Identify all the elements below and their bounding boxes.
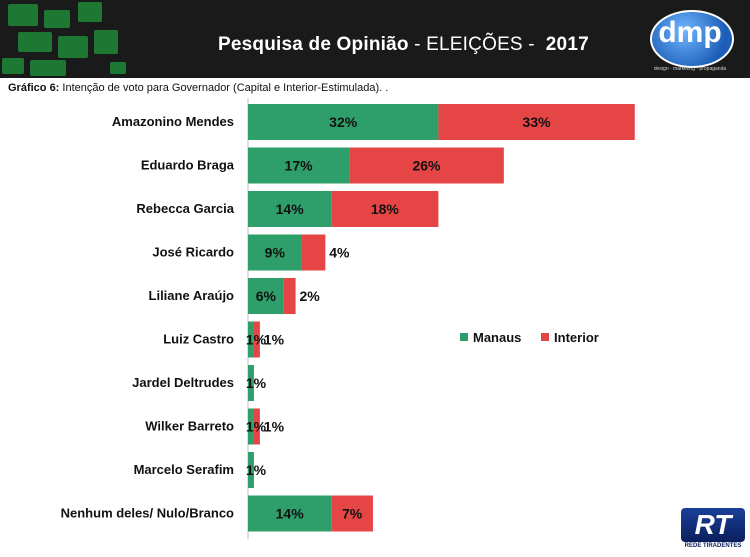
category-label: Marcelo Serafim (134, 462, 234, 477)
data-label-manaus: 17% (285, 158, 314, 174)
title-main: Pesquisa de Opinião (218, 34, 409, 55)
bar-manaus-1 (248, 147, 350, 184)
caption-text: Intenção de voto para Governador (Capita… (59, 82, 389, 94)
header-decoration (8, 4, 38, 26)
bar-interior-9 (331, 495, 373, 532)
logo-circle (650, 10, 734, 68)
data-label-manaus: 1% (246, 462, 267, 478)
bar-manaus-0 (248, 104, 439, 140)
data-label-interior: 18% (371, 201, 400, 217)
data-label-manaus: 1% (246, 375, 267, 391)
logo-text: dmp (658, 16, 722, 49)
category-label: Jardel Deltrudes (132, 375, 234, 390)
rt-logo: RT REDE TIRADENTES (681, 508, 745, 552)
legend-label-manaus: Manaus (473, 329, 522, 345)
data-label-manaus: 32% (329, 114, 358, 130)
data-label-interior: 26% (412, 158, 441, 174)
bar-interior-2 (331, 191, 439, 227)
data-label-manaus: 14% (276, 506, 305, 522)
legend-swatch-interior (541, 333, 550, 341)
category-label: Amazonino Mendes (112, 114, 234, 129)
title-sub: - ELEIÇÕES - (408, 34, 541, 55)
category-label: Liliane Araújo (149, 288, 235, 303)
header-decoration (58, 36, 88, 58)
bar-interior-4 (283, 278, 296, 314)
rt-logo-text: REDE TIRADENTES (684, 543, 742, 549)
data-label-manaus: 6% (256, 288, 277, 304)
category-label: Luiz Castro (163, 332, 234, 347)
bar-manaus-4 (248, 278, 284, 314)
bar-interior-7 (253, 408, 260, 445)
data-label-interior: 1% (264, 419, 285, 435)
legend-label-interior: Interior (554, 329, 599, 345)
category-label: Nenhum deles/ Nulo/Branco (61, 506, 234, 521)
rt-logo-mark: RT (681, 508, 745, 542)
bar-interior-0 (438, 104, 635, 140)
data-label-interior: 2% (299, 288, 320, 304)
data-label-interior: 7% (342, 506, 363, 522)
header-decoration (30, 60, 66, 76)
category-label: Eduardo Braga (141, 158, 235, 173)
bar-interior-1 (349, 147, 504, 184)
bar-manaus-2 (248, 191, 332, 227)
data-label-interior: 4% (329, 245, 350, 261)
category-label: Wilker Barreto (145, 419, 234, 434)
category-label: Rebecca Garcia (136, 201, 234, 216)
data-label-interior: 33% (523, 114, 552, 130)
data-label-interior: 1% (264, 332, 285, 348)
legend-item-interior: Interior (541, 330, 599, 345)
legend-item-manaus: Manaus (460, 330, 521, 345)
bar-manaus-7 (248, 408, 254, 445)
category-label: José Ricardo (152, 245, 234, 260)
header-decoration (18, 32, 52, 52)
data-label-manaus: 14% (276, 201, 305, 217)
caption-label: Gráfico 6: (8, 82, 60, 94)
header-decoration (44, 10, 70, 28)
chart-legend: Manaus Interior (460, 329, 615, 345)
chart-caption: Gráfico 6: Intenção de voto para Governa… (8, 82, 388, 94)
bar-interior-5 (253, 321, 260, 358)
header-decoration (110, 62, 126, 74)
bar-manaus-5 (248, 321, 254, 358)
bar-manaus-8 (248, 452, 254, 488)
logo-tagline: design · marketing · propaganda (653, 66, 727, 72)
bar-interior-3 (301, 234, 326, 271)
bar-manaus-3 (248, 234, 302, 271)
bar-manaus-9 (248, 495, 332, 532)
bar-manaus-6 (248, 365, 254, 401)
page-title: Pesquisa de Opinião - ELEIÇÕES - 2017 (218, 34, 589, 56)
legend-swatch-manaus (460, 333, 468, 341)
data-label-manaus: 1% (246, 419, 267, 435)
header-decoration (2, 58, 24, 74)
header-decoration (78, 2, 102, 22)
dmp-logo: dmp design · marketing · propaganda (636, 8, 744, 74)
data-label-manaus: 1% (246, 332, 267, 348)
title-year: 2017 (545, 34, 589, 55)
chart-area: Amazonino Mendes 32% 33% Eduardo Braga 17% 26… (0, 98, 750, 557)
header-banner: Pesquisa de Opinião - ELEIÇÕES - 2017 dm… (0, 0, 750, 78)
header-decoration (94, 30, 118, 54)
bar-chart: Amazonino Mendes 32% 33% Eduardo Braga 17% 26… (61, 98, 635, 539)
data-label-manaus: 9% (265, 245, 286, 261)
